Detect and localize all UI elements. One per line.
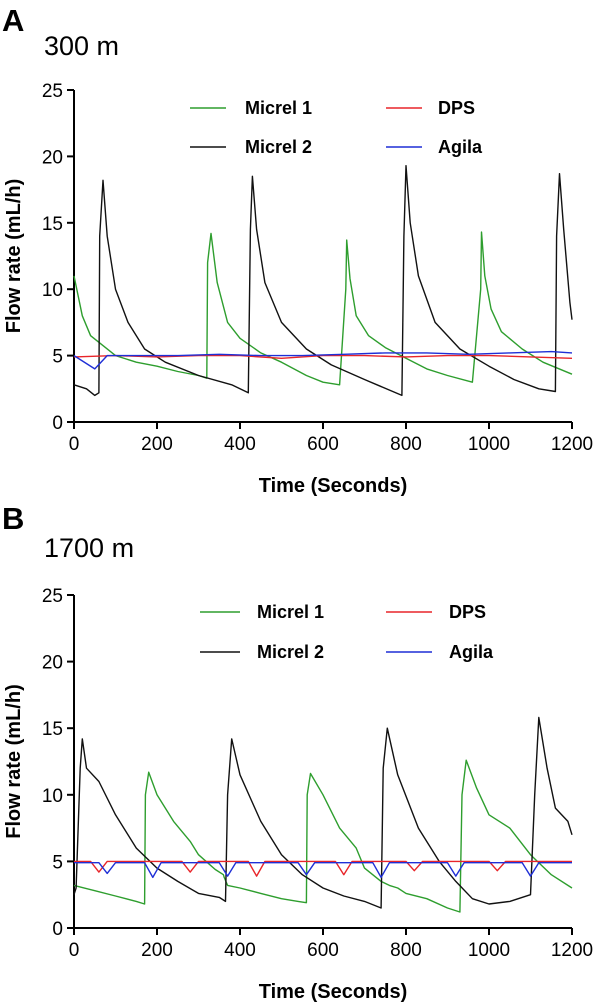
series-line-dps	[74, 860, 572, 877]
x-tick-label: 600	[307, 940, 339, 961]
y-tick-label: 10	[42, 280, 63, 301]
y-tick-label: 0	[52, 413, 63, 434]
series-line-agila	[73, 350, 573, 370]
y-tick-label: 5	[52, 347, 63, 368]
legend-label: Micrel 1	[257, 602, 324, 622]
legend-label: Micrel 1	[245, 98, 312, 118]
x-tick-label: 1000	[468, 434, 510, 455]
y-tick-label: 10	[42, 786, 63, 807]
legend-label: DPS	[449, 602, 486, 622]
x-tick-label: 1200	[551, 434, 593, 455]
x-tick-label: 400	[224, 940, 256, 961]
x-tick-label: 800	[390, 434, 422, 455]
series-line-micrel-2	[73, 716, 573, 909]
legend-label: Micrel 2	[245, 137, 312, 157]
x-tick-label: 400	[224, 434, 256, 455]
y-tick-label: 5	[52, 852, 63, 873]
y-tick-label: 20	[42, 147, 63, 168]
chart-title: 300 m	[44, 31, 119, 61]
y-tick-label: 25	[42, 81, 63, 102]
x-tick-label: 1200	[551, 940, 593, 961]
series-line-micrel-2	[73, 164, 573, 397]
series-line-agila	[74, 862, 572, 879]
legend-label: Micrel 2	[257, 642, 324, 662]
x-tick-label: 1000	[468, 940, 510, 961]
y-tick-label: 20	[42, 653, 63, 674]
y-tick-label: 25	[42, 586, 63, 607]
y-axis-title: Flow rate (mL/h)	[3, 684, 25, 838]
panel-letter: B	[2, 501, 24, 536]
x-tick-label: 600	[307, 434, 339, 455]
x-axis-title: Time (Seconds)	[259, 981, 408, 1003]
x-axis-title: Time (Seconds)	[259, 475, 408, 497]
panel-letter: A	[2, 3, 24, 38]
legend-label: Agila	[438, 137, 483, 157]
y-tick-label: 15	[42, 719, 63, 740]
series-line-micrel-1	[73, 759, 573, 913]
x-tick-label: 0	[69, 434, 80, 455]
chart-title: 1700 m	[44, 533, 134, 563]
x-tick-label: 200	[141, 434, 173, 455]
chart-panel-a: A 300 m 0 5 10 15 20 25 0 200 400 600 800 1000 1200 Tim…	[2, 3, 593, 497]
legend-label: Agila	[449, 642, 494, 662]
x-tick-label: 0	[69, 940, 80, 961]
series-line-micrel-1	[73, 231, 573, 386]
y-tick-label: 15	[42, 214, 63, 235]
chart-panel-b: B 1700 m 0 5 10 15 20 25 0 200 400 600 800 1000 1200 Ti…	[2, 501, 593, 1003]
x-tick-label: 200	[141, 940, 173, 961]
y-axis-title: Flow rate (mL/h)	[3, 179, 25, 333]
x-tick-label: 800	[390, 940, 422, 961]
legend-label: DPS	[438, 98, 475, 118]
y-tick-label: 0	[52, 919, 63, 940]
